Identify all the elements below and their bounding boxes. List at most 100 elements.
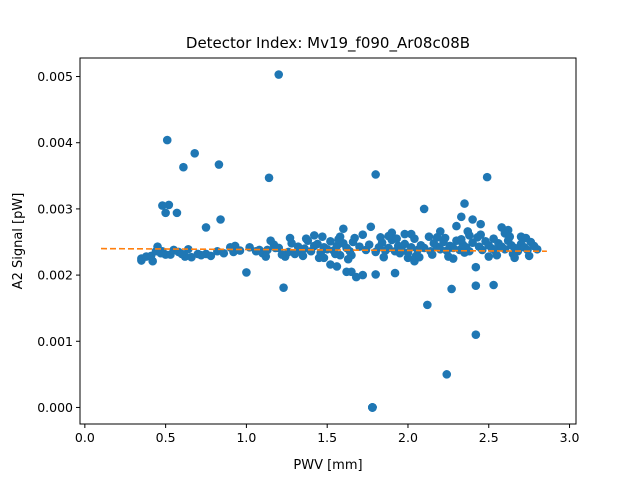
data-point (447, 284, 456, 294)
x-tick-label: 1.0 (236, 430, 256, 445)
data-point (355, 242, 364, 251)
data-point (301, 234, 311, 243)
data-point (201, 223, 211, 232)
data-point (477, 245, 487, 255)
data-point (339, 224, 348, 234)
data-point (400, 239, 410, 249)
data-point (179, 162, 188, 172)
data-point (364, 240, 374, 249)
data-point (290, 249, 300, 259)
x-tick-label: 1.5 (317, 430, 337, 445)
data-point (358, 270, 368, 280)
data-point (465, 231, 474, 240)
data-point (206, 251, 216, 261)
data-point (489, 234, 498, 243)
data-point (330, 249, 340, 259)
data-point (471, 262, 481, 272)
x-tick-label: 2.5 (479, 430, 499, 445)
data-point (510, 253, 519, 263)
data-point (358, 230, 368, 240)
data-point (435, 244, 445, 254)
data-point (414, 252, 424, 262)
data-point (279, 283, 288, 292)
data-point (471, 281, 481, 290)
y-axis-label: A2 Signal [pW] (11, 193, 26, 290)
data-point (242, 268, 251, 277)
data-point (424, 232, 434, 241)
data-point (432, 233, 442, 242)
data-point (350, 233, 359, 243)
data-point (235, 246, 245, 255)
data-point (332, 262, 342, 271)
data-point (332, 241, 342, 251)
data-point (196, 250, 206, 260)
data-point (471, 330, 481, 339)
data-point (460, 248, 469, 257)
data-point (392, 234, 401, 243)
x-tick-label: 2.0 (398, 430, 418, 445)
y-tick-label: 0.002 (37, 268, 73, 283)
data-point (166, 250, 175, 259)
x-axis: 0.0 0.5 1.0 1.5 2.0 2.5 3.0 (75, 424, 580, 445)
data-point (271, 243, 280, 253)
y-axis: 0.000 0.001 0.002 0.003 0.004 0.005 (37, 69, 80, 415)
data-point (482, 172, 492, 182)
data-point (400, 229, 410, 239)
data-point (484, 252, 494, 261)
data-point (366, 222, 376, 232)
data-point (342, 267, 351, 277)
y-tick-label: 0.004 (37, 135, 73, 150)
data-point (274, 70, 284, 79)
data-point (505, 232, 515, 241)
data-point (489, 280, 498, 290)
data-point (216, 215, 225, 224)
y-tick-label: 0.005 (37, 69, 73, 84)
data-point (318, 232, 327, 241)
data-point (390, 268, 400, 278)
data-point (319, 253, 329, 263)
data-point (266, 236, 275, 245)
data-point (452, 221, 461, 231)
data-point (468, 215, 477, 224)
data-point (456, 235, 466, 244)
data-point (164, 200, 174, 210)
data-point (156, 248, 166, 258)
chart-title: Detector Index: Mv19_f090_Ar08c08B (186, 34, 470, 53)
x-tick-label: 0.0 (75, 430, 95, 445)
data-point (298, 251, 308, 261)
y-tick-label: 0.001 (37, 334, 73, 349)
data-point (442, 370, 452, 379)
axes-frame (79, 57, 577, 425)
data-point (162, 135, 172, 145)
data-point (172, 208, 182, 218)
data-point (177, 249, 187, 259)
y-tick-label: 0.003 (37, 201, 73, 216)
data-point (261, 252, 271, 261)
data-point (379, 252, 389, 262)
data-point (384, 231, 393, 241)
data-point (264, 173, 274, 183)
data-point (277, 250, 287, 259)
data-point (285, 233, 295, 243)
data-point (326, 260, 335, 269)
data-point (326, 237, 335, 246)
data-point (419, 204, 429, 214)
data-point (456, 212, 466, 222)
y-tick-label: 0.000 (37, 400, 73, 415)
data-point (492, 250, 502, 260)
data-point (219, 248, 229, 258)
data-point (473, 233, 482, 242)
data-point (476, 219, 485, 229)
data-point (406, 242, 416, 252)
data-point (158, 201, 167, 210)
data-point (376, 233, 385, 242)
data-point (214, 160, 224, 169)
data-point (406, 229, 416, 239)
data-point (423, 300, 432, 310)
data-point (187, 252, 196, 262)
data-point (524, 251, 534, 261)
data-point (368, 403, 377, 412)
data-point (300, 244, 309, 253)
data-point (460, 199, 469, 208)
